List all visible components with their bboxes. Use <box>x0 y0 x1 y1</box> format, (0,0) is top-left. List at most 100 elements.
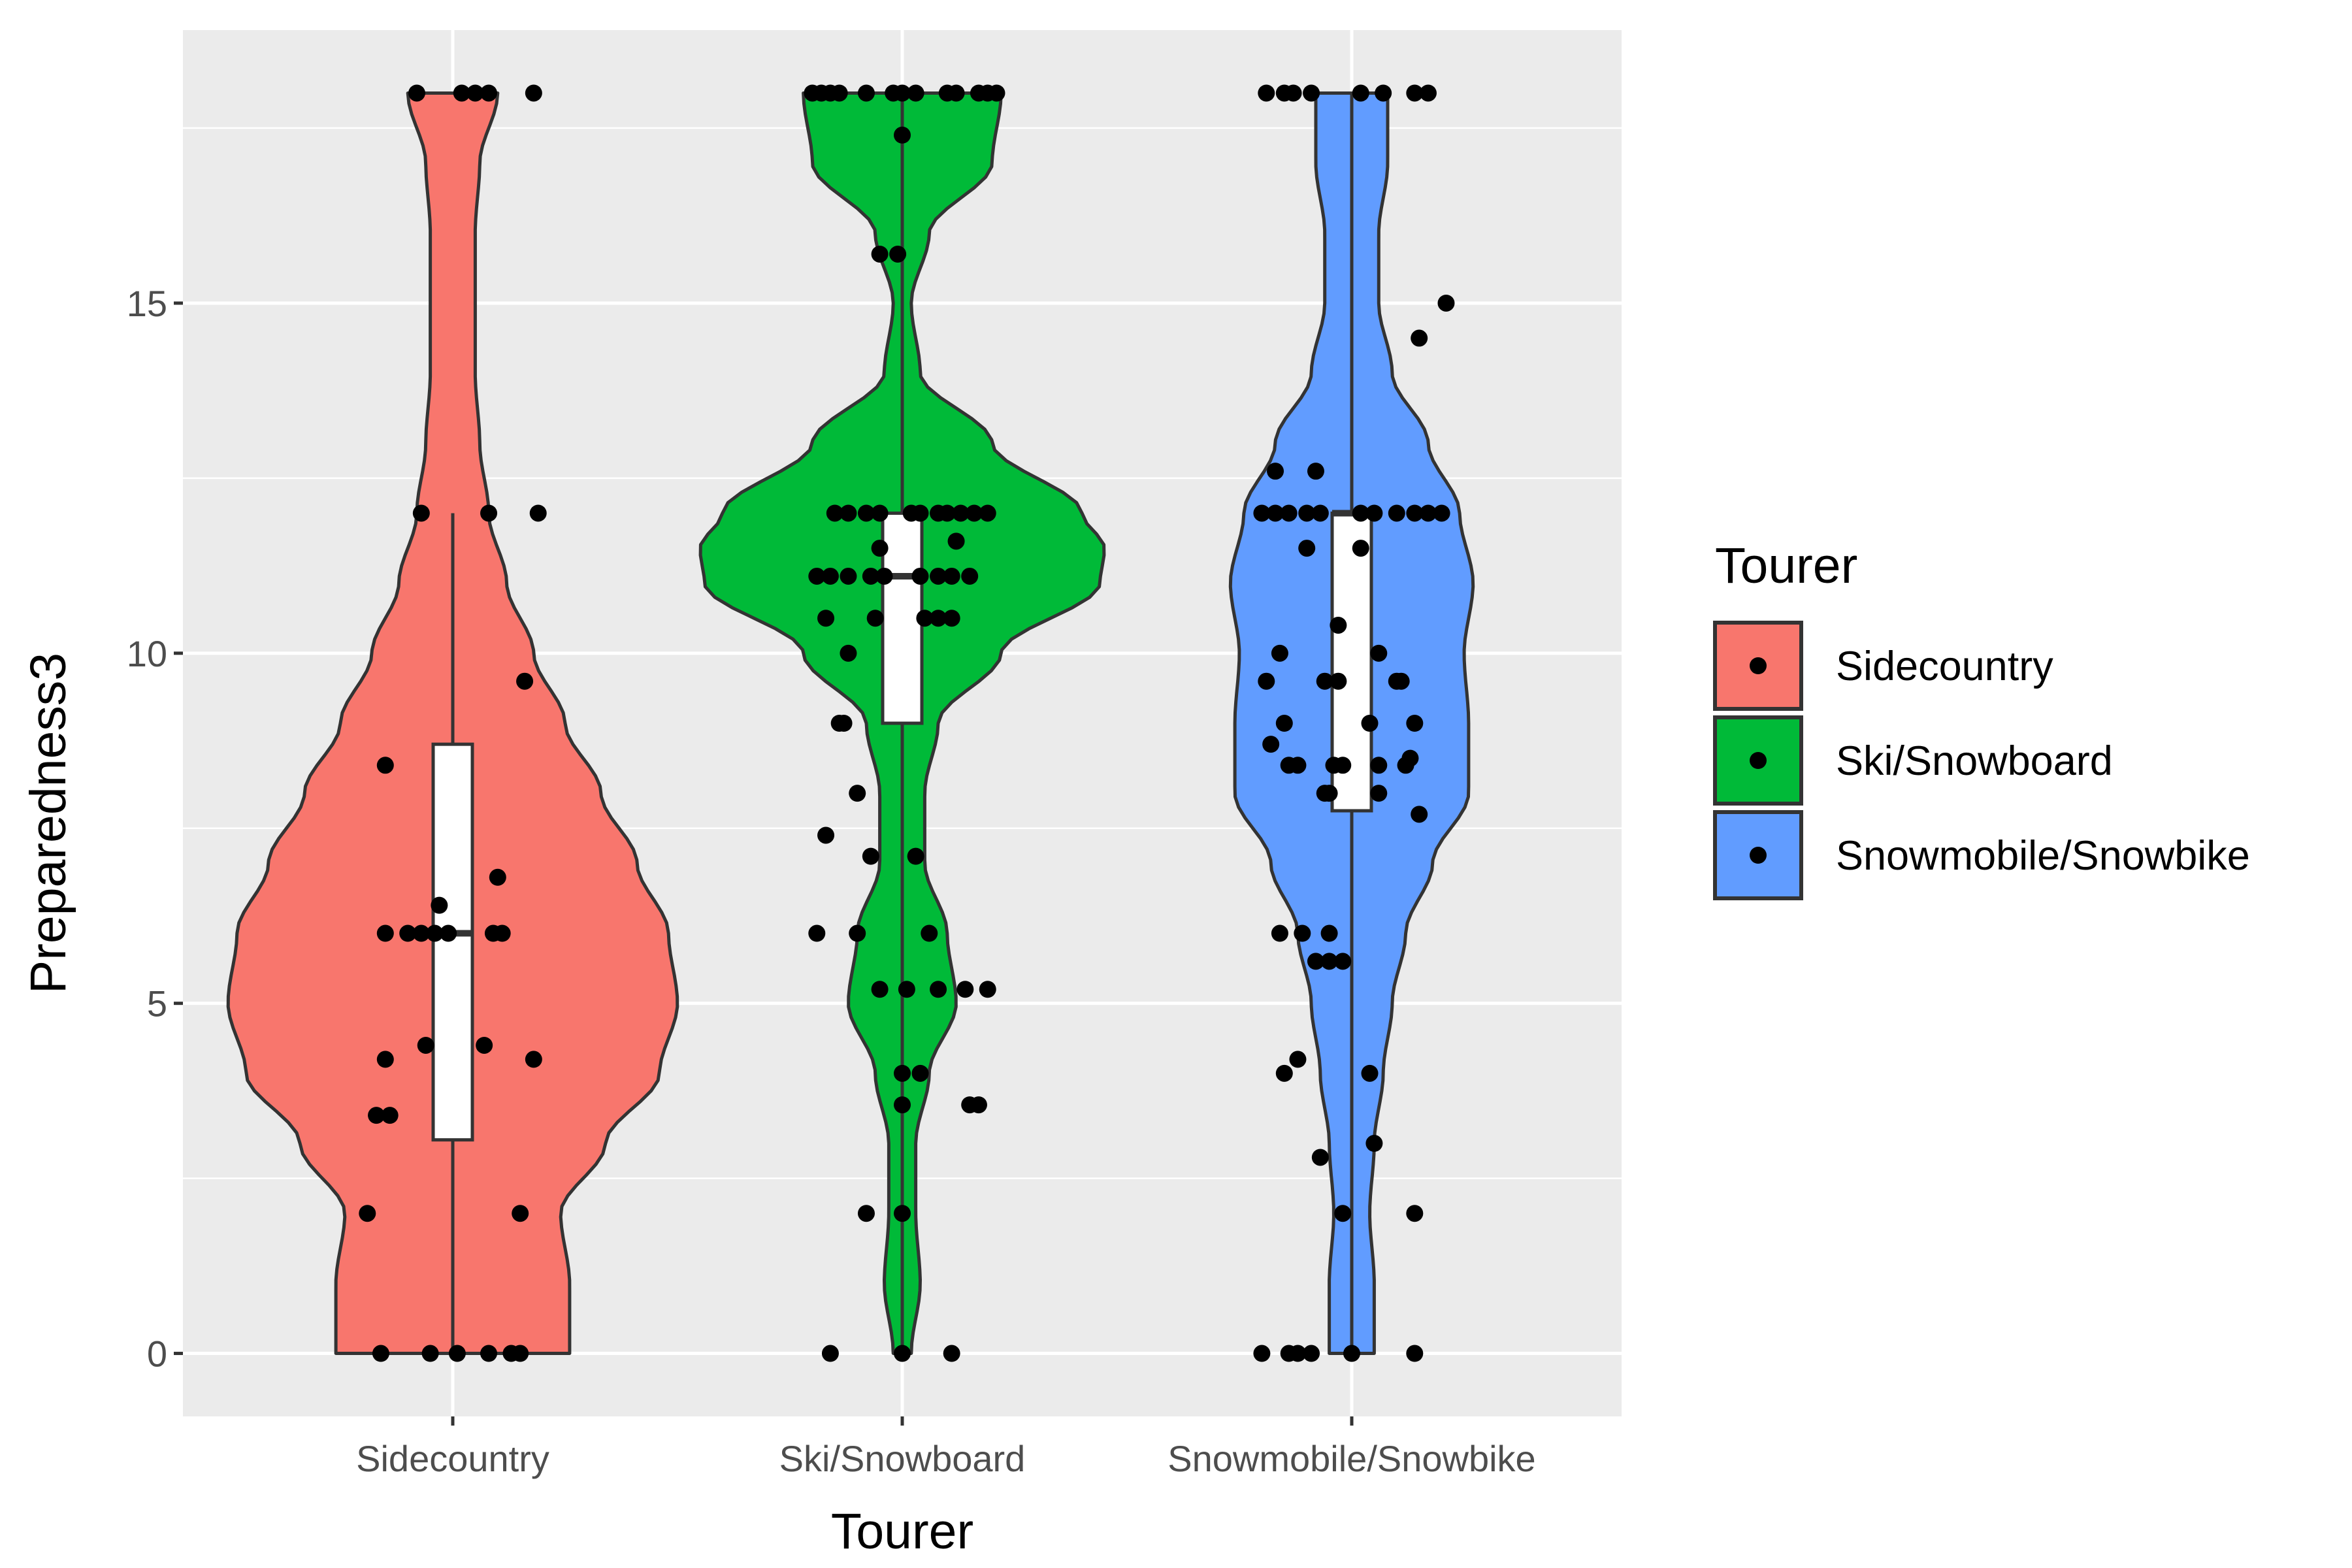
data-point <box>1258 84 1275 102</box>
data-point <box>399 924 417 942</box>
data-point <box>1352 504 1369 522</box>
data-point <box>911 504 929 522</box>
data-point <box>376 757 394 774</box>
data-point <box>431 896 448 914</box>
data-point <box>512 1205 529 1222</box>
y-tick-label: 0 <box>147 1333 167 1375</box>
data-point <box>1370 785 1388 802</box>
data-point <box>1343 1345 1360 1362</box>
data-point <box>1280 504 1298 522</box>
data-point <box>1307 953 1324 970</box>
data-point <box>857 84 875 102</box>
data-point <box>1433 504 1450 522</box>
data-point <box>421 1345 439 1362</box>
legend-title: Tourer <box>1715 538 1857 594</box>
data-point <box>1352 540 1369 557</box>
data-point <box>871 540 889 557</box>
data-point <box>1253 504 1271 522</box>
axes: 0 5 10 15 Sidecountry Ski/Snowboard Snowmobile… <box>127 283 1536 1479</box>
data-point <box>907 84 924 102</box>
x-tick-label: Sidecountry <box>356 1438 549 1479</box>
data-point <box>1334 1205 1352 1222</box>
data-point <box>372 1345 389 1362</box>
data-point <box>466 84 484 102</box>
data-point <box>898 981 915 998</box>
x-tick-label: Ski/Snowboard <box>779 1438 1026 1479</box>
data-point <box>1311 1149 1329 1166</box>
data-point <box>808 924 826 942</box>
data-point <box>412 504 430 522</box>
data-point <box>1406 715 1424 732</box>
data-point <box>1258 672 1275 690</box>
data-point <box>376 1051 394 1068</box>
data-point <box>947 84 965 102</box>
data-point <box>440 924 457 942</box>
legend-key-dot <box>1750 657 1767 674</box>
data-point <box>911 1064 929 1082</box>
data-point <box>894 1205 911 1222</box>
data-point <box>368 1107 385 1124</box>
data-point <box>1289 1051 1307 1068</box>
data-point <box>930 610 947 627</box>
data-point <box>916 610 934 627</box>
data-point <box>1289 757 1307 774</box>
data-point <box>840 567 857 585</box>
data-point <box>1262 736 1280 753</box>
data-point <box>907 847 924 865</box>
data-point <box>979 981 996 998</box>
data-point <box>412 924 430 942</box>
data-point <box>817 826 835 844</box>
data-point <box>1365 504 1383 522</box>
x-tick-label: Snowmobile/Snowbike <box>1168 1438 1535 1479</box>
data-point <box>1334 953 1352 970</box>
y-tick-label: 5 <box>147 983 167 1024</box>
data-point <box>1267 463 1284 480</box>
legend: Tourer Sidecountry Ski/Snowboard Snowmobil… <box>1713 538 2250 900</box>
data-point <box>970 1096 987 1114</box>
data-point <box>1330 672 1347 690</box>
data-points <box>359 84 1455 1362</box>
data-point <box>817 610 835 627</box>
data-point <box>894 126 911 144</box>
data-point <box>1330 616 1347 634</box>
data-point <box>894 1096 911 1114</box>
data-point <box>1298 504 1316 522</box>
data-point <box>417 1036 434 1054</box>
data-point <box>525 84 542 102</box>
data-point <box>1411 806 1428 823</box>
data-point <box>453 84 470 102</box>
data-point <box>1275 715 1293 732</box>
data-point <box>840 504 857 522</box>
boxplots <box>431 93 1373 1354</box>
box <box>881 511 924 725</box>
data-point <box>1334 757 1352 774</box>
data-point <box>952 504 970 522</box>
data-point <box>857 504 875 522</box>
y-tick-label: 10 <box>127 633 167 674</box>
data-point <box>1361 715 1379 732</box>
data-point <box>911 567 929 585</box>
data-point <box>808 567 826 585</box>
data-point <box>894 84 911 102</box>
data-point <box>1388 504 1405 522</box>
legend-label-2: Ski/Snowboard <box>1836 738 2113 784</box>
data-point <box>1361 1064 1379 1082</box>
data-point <box>1419 504 1437 522</box>
data-point <box>1437 294 1455 312</box>
data-point <box>359 1205 376 1222</box>
data-point <box>943 610 960 627</box>
legend-key-dot <box>1750 847 1767 864</box>
data-point <box>1370 644 1388 662</box>
data-point <box>1411 329 1428 347</box>
data-point <box>1289 1345 1307 1362</box>
x-axis-title: Tourer <box>831 1503 973 1560</box>
data-point <box>943 567 960 585</box>
data-point <box>988 84 1005 102</box>
data-point <box>821 1345 839 1362</box>
data-point <box>1311 504 1329 522</box>
data-point <box>1375 84 1392 102</box>
data-point <box>938 504 956 522</box>
data-point <box>1406 504 1424 522</box>
data-point <box>830 84 848 102</box>
